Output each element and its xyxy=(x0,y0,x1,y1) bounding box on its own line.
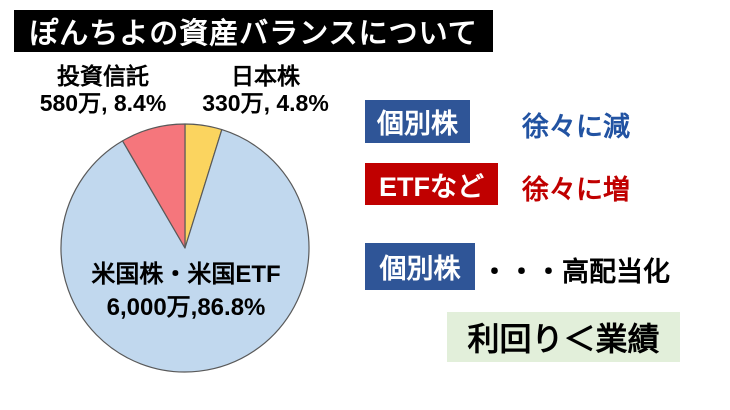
pie-label-toushin-value: 580万, 8.4% xyxy=(39,90,167,116)
note-text-high-dividend: ・・・高配当化 xyxy=(481,257,670,287)
note-text-increase: 徐々に増 xyxy=(522,175,630,205)
pie-label-nihonkabu-name: 日本株 xyxy=(231,63,300,89)
pie-label-us-value: 6,000万,86.8% xyxy=(106,294,266,321)
pie-label-us-name: 米国株・米国ETF xyxy=(91,261,281,288)
pie-label-nihonkabu-value: 330万, 4.8% xyxy=(202,90,329,116)
badge-kobetsukabu-2: 個別株 xyxy=(365,243,475,290)
pie-slice-1 xyxy=(60,129,310,373)
pie-label-nihonkabu: 日本株 330万, 4.8% xyxy=(188,63,343,117)
badge-kobetsukabu-1: 個別株 xyxy=(365,100,470,143)
pie-label-toushin-name: 投資信託 xyxy=(57,63,149,89)
pie-chart xyxy=(60,123,310,373)
pie-chart-svg xyxy=(60,123,310,373)
badge-etf: ETFなど xyxy=(365,163,498,205)
pie-label-toushin: 投資信託 580万, 8.4% xyxy=(18,63,188,117)
pie-slice-2 xyxy=(121,123,186,249)
note-text-decrease: 徐々に減 xyxy=(522,112,630,142)
pie-label-us: 米国株・米国ETF 6,000万,86.8% xyxy=(60,258,312,324)
conclusion-box: 利回り＜業績 xyxy=(447,312,680,362)
slide-title: ぽんちよの資産バランスについて xyxy=(14,10,493,52)
